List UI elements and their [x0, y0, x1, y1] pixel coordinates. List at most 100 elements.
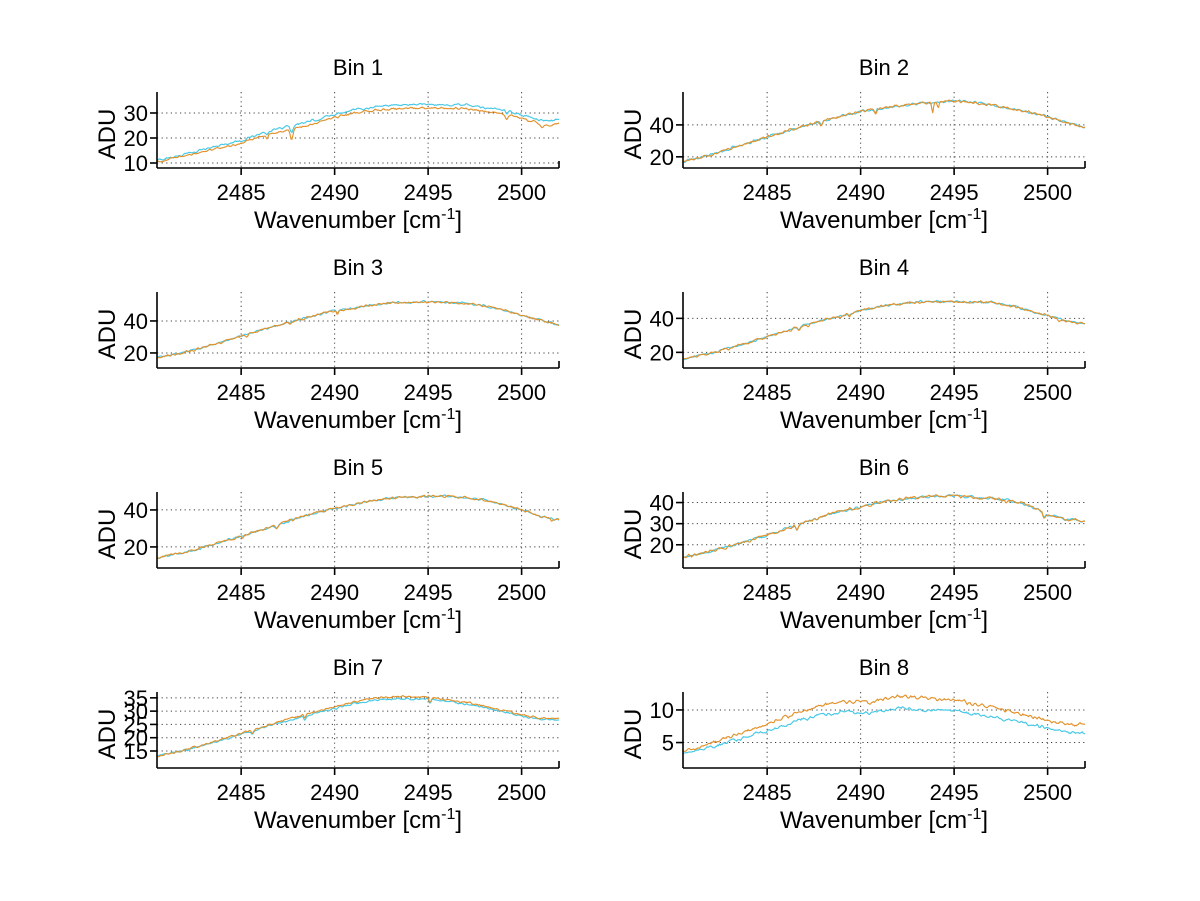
y-tick-label-5: 5 — [662, 731, 674, 756]
x-axis-label: Wavenumber [cm-1] — [253, 806, 463, 834]
x-axis-label-superscript: -1 — [441, 206, 456, 223]
series-orange-path — [682, 300, 1086, 360]
series-orange-path — [682, 694, 1086, 752]
x-tick-label-2490: 2490 — [836, 780, 885, 805]
series-cyan-path — [682, 299, 1086, 361]
x-axis-label-superscript: -1 — [441, 406, 456, 423]
x-axis-label: Wavenumber [cm-1] — [779, 206, 989, 234]
x-tick-label-2495: 2495 — [404, 180, 453, 205]
y-axis-label: ADU — [94, 708, 121, 760]
subplot-bin-2: 2485 2490 2495 2500 20 40 — [650, 92, 1086, 205]
x-tick-label-2485: 2485 — [743, 580, 792, 605]
subplot-title: Bin 2 — [858, 55, 910, 80]
y-tick-label-20: 20 — [124, 726, 148, 751]
y-tick-label-40: 40 — [650, 113, 674, 138]
x-tick-label-2485: 2485 — [743, 180, 792, 205]
series-orange-path — [682, 494, 1086, 559]
series-orange-path — [682, 99, 1086, 163]
x-axis-label-bracket: ] — [981, 407, 989, 434]
x-tick-label-2495: 2495 — [930, 580, 979, 605]
x-axis-label-text: Wavenumber [cm — [253, 407, 442, 434]
x-tick-label-2495: 2495 — [930, 180, 979, 205]
y-axis-label: ADU — [94, 308, 121, 360]
x-axis-label-bracket: ] — [455, 607, 463, 634]
subplot-bin-3: 2485 2490 2495 2500 20 40 — [124, 292, 560, 405]
x-axis-label-text: Wavenumber [cm — [779, 207, 968, 234]
x-tick-label-2490: 2490 — [310, 380, 359, 405]
x-tick-label-2500: 2500 — [497, 180, 546, 205]
y-axis-label: ADU — [620, 708, 647, 760]
y-axis-label: ADU — [620, 508, 647, 560]
x-axis-label-superscript: -1 — [967, 606, 982, 623]
x-axis-label-bracket: ] — [455, 807, 463, 834]
subplot-bin-5: 2485 2490 2495 2500 20 40 — [124, 492, 560, 605]
x-axis-label-bracket: ] — [981, 207, 989, 234]
series-orange-path — [156, 300, 560, 359]
x-tick-label-2495: 2495 — [404, 780, 453, 805]
x-axis-label-text: Wavenumber [cm — [779, 407, 968, 434]
x-tick-label-2500: 2500 — [1023, 580, 1072, 605]
y-tick-label-40: 40 — [650, 306, 674, 331]
y-tick-label-20: 20 — [124, 126, 148, 151]
subplot-bin-8: 2485 2490 2495 2500 5 10 — [650, 692, 1086, 805]
x-axis-label: Wavenumber [cm-1] — [779, 406, 989, 434]
y-tick-label-40: 40 — [650, 491, 674, 516]
subplot-bin-4: 2485 2490 2495 2500 20 40 — [650, 292, 1086, 405]
x-axis-label-superscript: -1 — [967, 206, 982, 223]
x-tick-label-2500: 2500 — [497, 780, 546, 805]
x-axis-label: Wavenumber [cm-1] — [780, 806, 989, 834]
y-tick-label-25: 25 — [124, 712, 148, 737]
x-tick-label-2490: 2490 — [310, 180, 359, 205]
x-tick-label-2500: 2500 — [1023, 780, 1072, 805]
x-tick-label-2485: 2485 — [217, 380, 266, 405]
x-axis-label: Wavenumber [cm-1] — [253, 406, 463, 434]
x-tick-label-2485: 2485 — [743, 380, 792, 405]
subplot-title: Bin 7 — [332, 655, 384, 680]
series-cyan-path — [156, 494, 560, 560]
x-tick-label-2495: 2495 — [404, 580, 453, 605]
x-tick-label-2490: 2490 — [310, 780, 359, 805]
y-axis-label: ADU — [620, 308, 647, 360]
y-tick-label-10: 10 — [650, 698, 674, 723]
x-tick-label-2500: 2500 — [1023, 380, 1072, 405]
x-axis-label-superscript: -1 — [441, 606, 456, 623]
x-tick-label-2490: 2490 — [310, 580, 359, 605]
x-tick-label-2490: 2490 — [836, 580, 885, 605]
y-tick-label-20: 20 — [650, 145, 674, 170]
x-axis-label-bracket: ] — [981, 607, 989, 634]
x-tick-label-2495: 2495 — [404, 380, 453, 405]
series-orange-path — [156, 106, 560, 163]
y-tick-label-30: 30 — [124, 699, 148, 724]
subplot-title: Bin 8 — [858, 655, 910, 680]
x-axis-label: Wavenumber [cm-1] — [253, 206, 462, 234]
y-tick-label-20: 20 — [124, 535, 148, 560]
y-tick-label-20: 20 — [650, 340, 674, 365]
x-axis-label-superscript: -1 — [967, 406, 982, 423]
x-axis-label: Wavenumber [cm-1] — [254, 606, 463, 634]
x-axis-label-text: Wavenumber [cm — [253, 807, 442, 834]
x-axis-label-superscript: -1 — [441, 806, 456, 823]
series-cyan-path — [682, 706, 1086, 754]
series-orange-path — [156, 694, 560, 758]
subplot-title: Bin 1 — [332, 55, 384, 80]
x-tick-label-2485: 2485 — [217, 780, 266, 805]
x-axis-label-bracket: ] — [981, 807, 989, 834]
y-tick-label-15: 15 — [124, 739, 148, 764]
y-axis-label: ADU — [94, 508, 121, 560]
x-tick-label-2500: 2500 — [1023, 180, 1072, 205]
subplot-title: Bin 4 — [858, 255, 910, 280]
subplot-title: Bin 6 — [858, 455, 910, 480]
x-axis-label-bracket: ] — [455, 407, 463, 434]
x-tick-label-2485: 2485 — [217, 180, 266, 205]
x-tick-label-2495: 2495 — [930, 780, 979, 805]
y-axis-label: ADU — [94, 108, 121, 160]
series-cyan-path — [156, 102, 560, 161]
x-axis-label-superscript: -1 — [967, 806, 982, 823]
x-tick-label-2495: 2495 — [930, 380, 979, 405]
x-axis-label-text: Wavenumber [cm — [253, 207, 442, 234]
series-cyan-path — [682, 99, 1086, 164]
